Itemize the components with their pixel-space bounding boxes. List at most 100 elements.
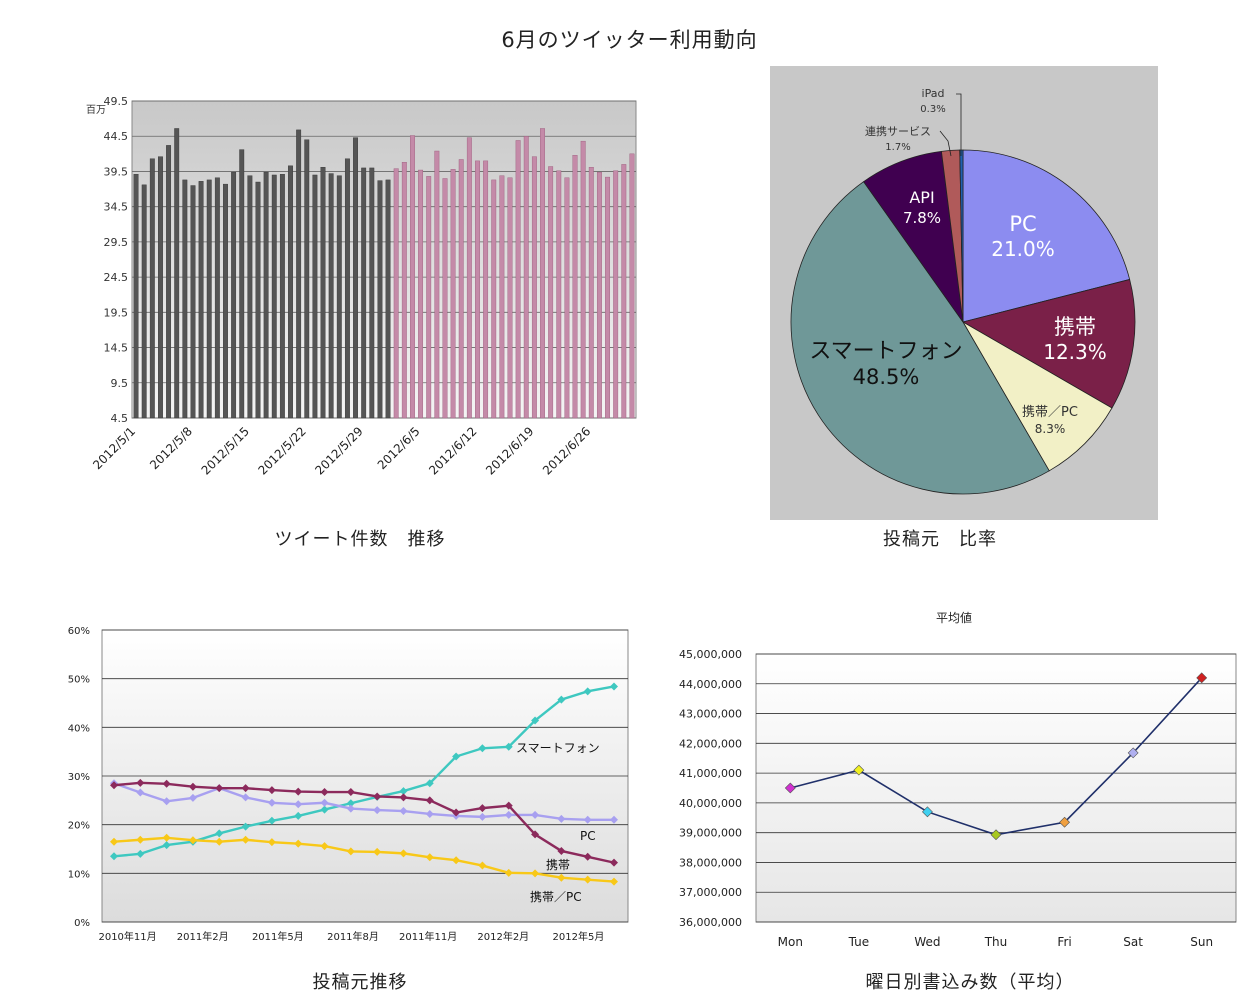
y-tick-label: 43,000,000 — [679, 708, 742, 721]
y-tick-label: 20% — [68, 821, 90, 832]
caption-weekday: 曜日別書込み数（平均） — [865, 972, 1075, 993]
y-tick-label: 39,000,000 — [679, 827, 742, 840]
y-tick-label: 30% — [68, 772, 90, 783]
leader-line — [939, 130, 952, 157]
bar — [466, 137, 472, 419]
series-marker — [425, 796, 434, 805]
bar — [385, 179, 391, 419]
y-tick-label: 49.5 — [104, 95, 129, 108]
series-marker — [531, 716, 540, 725]
y-tick-label: 4.5 — [111, 412, 129, 425]
bar — [328, 173, 334, 419]
series-marker — [425, 853, 434, 862]
series-label: PC — [580, 829, 596, 843]
series-marker — [399, 849, 408, 858]
x-tick-label: 2010年11月 — [98, 930, 156, 943]
bar — [491, 179, 497, 419]
bar — [304, 139, 310, 419]
bar — [596, 171, 602, 419]
series-marker — [922, 806, 933, 818]
x-tick-label: 2011年2月 — [177, 930, 229, 943]
series-marker — [162, 779, 171, 788]
pie-label: iPad — [922, 87, 945, 100]
bar — [336, 175, 342, 419]
pie-label: 携帯 — [1054, 315, 1096, 339]
pie-percent-label: 48.5% — [853, 365, 920, 389]
series-marker — [215, 784, 224, 793]
x-tick-label: 2012/6/26 — [540, 424, 593, 477]
series-marker — [267, 798, 276, 807]
series-marker — [241, 822, 250, 831]
x-tick-label: 2012/5/1 — [90, 424, 138, 472]
x-tick-label: 2012年2月 — [477, 930, 529, 943]
bar — [312, 174, 318, 419]
series-marker — [478, 861, 487, 870]
bar — [214, 177, 220, 419]
series-marker — [504, 810, 513, 819]
series-marker — [346, 804, 355, 813]
pie-slice — [962, 149, 1131, 323]
y-tick-label: 39.5 — [104, 165, 129, 178]
caption-source-trend: 投稿元推移 — [312, 972, 408, 993]
series-marker — [583, 815, 592, 824]
bar — [361, 167, 367, 419]
y-axis-unit-label: 百万 — [86, 104, 106, 116]
bar — [231, 171, 237, 419]
bar — [572, 155, 578, 419]
pie-label: PC — [1009, 212, 1036, 236]
pie-slice — [961, 320, 1113, 472]
x-tick-label: Mon — [778, 935, 803, 949]
bar — [442, 178, 448, 419]
series-marker — [504, 742, 513, 751]
y-tick-label: 19.5 — [104, 306, 129, 319]
bar — [515, 140, 521, 419]
series-marker — [425, 809, 434, 818]
bar — [190, 185, 196, 419]
series-marker — [188, 782, 197, 791]
series-marker — [162, 833, 171, 842]
x-tick-label: 2012/6/19 — [483, 424, 536, 477]
series-marker — [188, 793, 197, 802]
y-tick-label: 40,000,000 — [679, 797, 742, 810]
caption-source-ratio: 投稿元 比率 — [883, 529, 997, 550]
bar — [182, 179, 188, 419]
series-marker — [557, 695, 566, 704]
weekday-average-chart: 平均値 45,000,000 44,000,000 43,000,000 42,000,… — [679, 610, 1237, 949]
series-marker — [583, 852, 592, 861]
series-marker — [241, 835, 250, 844]
chart-title: 平均値 — [936, 610, 972, 625]
x-tick-label: Fri — [1057, 935, 1071, 949]
series-marker — [478, 744, 487, 753]
series-line — [113, 781, 615, 864]
bar — [344, 158, 350, 419]
x-tick-label: 2011年8月 — [327, 930, 379, 943]
series-marker — [346, 788, 355, 797]
bar — [206, 179, 212, 419]
series-marker — [136, 788, 145, 797]
y-tick-label: 41,000,000 — [679, 767, 742, 780]
series-marker — [478, 812, 487, 821]
series-marker — [215, 829, 224, 838]
series-marker — [241, 784, 250, 793]
bar — [174, 128, 180, 419]
y-tick-label: 40% — [68, 723, 90, 734]
bar — [564, 177, 570, 419]
bar — [255, 181, 261, 419]
y-tick-label: 44,000,000 — [679, 678, 742, 691]
x-tick-label: 2011年5月 — [252, 930, 304, 943]
series-marker — [399, 807, 408, 816]
series-marker — [162, 797, 171, 806]
x-tick-label: 2012/5/29 — [312, 424, 365, 477]
series-marker — [373, 847, 382, 856]
bar — [556, 170, 562, 419]
pie-slice — [790, 181, 1050, 495]
series-marker — [1196, 672, 1208, 684]
y-tick-label: 9.5 — [111, 377, 129, 390]
series-marker — [1059, 816, 1070, 828]
bar — [141, 184, 147, 419]
page-title: 6月のツイッター利用動向 — [501, 28, 758, 52]
bar — [531, 156, 537, 419]
pie-percent-label: 21.0% — [991, 237, 1055, 261]
series-marker — [136, 849, 145, 858]
x-tick-label: 2012/6/5 — [375, 424, 423, 472]
